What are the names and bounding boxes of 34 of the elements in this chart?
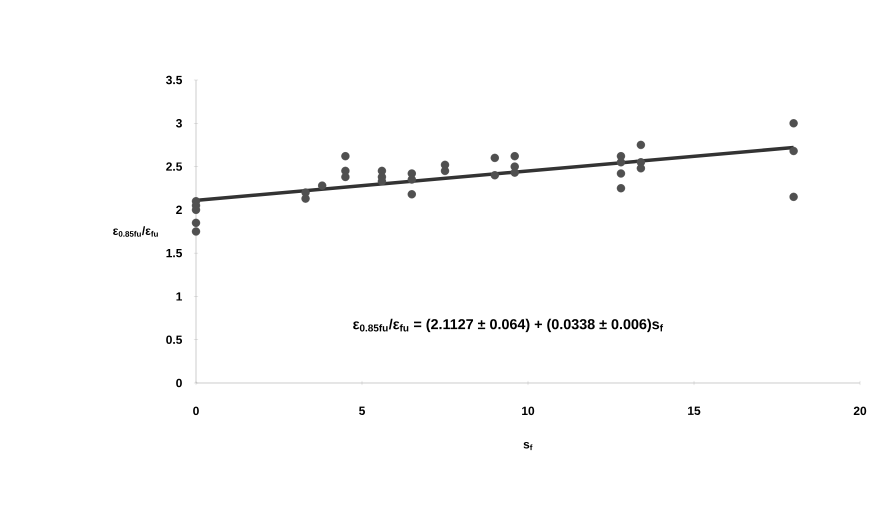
- y-tick-label: 1.5: [166, 248, 182, 258]
- y-tick-label: 2.5: [166, 162, 182, 171]
- point: [616, 169, 626, 178]
- x-tick-label: 0: [193, 406, 199, 416]
- x-tick-label: 15: [688, 406, 700, 415]
- x-axis-title: s$_{f}$: [524, 442, 532, 450]
- point: [789, 192, 798, 202]
- point: [192, 227, 200, 236]
- point: [789, 119, 798, 128]
- y-tick-label: 3.5: [166, 76, 182, 84]
- annotation: ε$_{0.85fu}$/ε$_{fu}$ = (2.1127 ± 0.064) + (0.0338 ± 0.006)s$_{f}$: [353, 318, 664, 332]
- x-tick-label: 5: [359, 406, 365, 415]
- point: [341, 172, 350, 182]
- y-axis-title: ε$_{0.85fu}$/ε$_{fu}$: [113, 226, 158, 237]
- x-tick-label: 20: [854, 406, 866, 416]
- point: [789, 146, 798, 156]
- point: [341, 152, 350, 160]
- point: [616, 184, 626, 192]
- x-tick-label: 10: [522, 406, 534, 416]
- point: [616, 158, 626, 166]
- point: [408, 190, 416, 198]
- point: [318, 181, 326, 190]
- y-tick-label: 0.5: [166, 335, 182, 344]
- y-tick-label: 2: [176, 206, 182, 214]
- point: [490, 171, 500, 180]
- point: [192, 218, 200, 228]
- point: [440, 166, 450, 176]
- y-tick-label: 0: [176, 378, 182, 388]
- point: [636, 164, 646, 172]
- point: [510, 152, 519, 160]
- point: [490, 154, 500, 162]
- y-tick-label: 1: [176, 292, 182, 301]
- y-tick-label: 3: [176, 119, 182, 128]
- point: [636, 140, 646, 150]
